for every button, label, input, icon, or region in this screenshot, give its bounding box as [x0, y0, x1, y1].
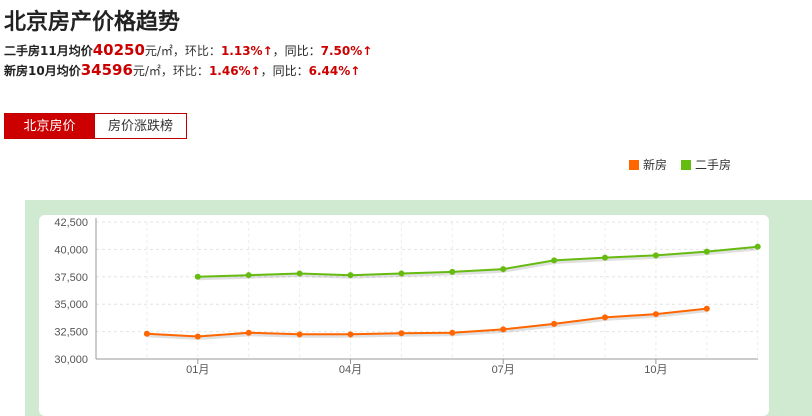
legend-swatch-second	[681, 159, 692, 170]
data-point-new	[449, 329, 456, 336]
new-home-label: 新房10月均价	[4, 64, 81, 78]
data-point-second	[602, 254, 608, 261]
tab-price-ranking[interactable]: 房价涨跌榜	[95, 113, 187, 139]
y-tick-label: 42,500	[54, 217, 88, 229]
data-point-new	[500, 326, 507, 333]
data-point-new	[245, 329, 252, 336]
data-point-new	[703, 305, 710, 312]
legend-item-second[interactable]: 二手房	[681, 156, 731, 173]
data-point-second	[500, 266, 507, 273]
data-point-second	[194, 273, 201, 280]
data-point-second	[245, 272, 252, 279]
new-home-summary: 新房10月均价34596元/㎡，环比：1.46%↑，同比：6.44%↑	[4, 61, 360, 79]
data-point-second	[296, 270, 303, 277]
new-home-yoy: 6.44%↑	[308, 64, 361, 78]
second-hand-label: 二手房11月均价	[4, 44, 93, 58]
x-tick-label: 07月	[492, 364, 515, 376]
data-point-second	[551, 257, 558, 264]
second-hand-yoy-label: ，同比：	[272, 44, 321, 58]
data-point-new	[194, 333, 201, 340]
second-hand-summary: 二手房11月均价40250元/㎡，环比：1.13%↑，同比：7.50%↑	[4, 41, 372, 59]
new-home-unit: 元/㎡，环比：	[132, 64, 209, 78]
data-point-second	[398, 270, 405, 277]
y-tick-label: 37,500	[54, 272, 88, 284]
second-hand-yoy: 7.50%↑	[320, 44, 373, 58]
data-point-new	[652, 311, 659, 318]
new-home-yoy-label: ，同比：	[260, 64, 309, 78]
data-point-second	[703, 248, 710, 255]
second-hand-unit: 元/㎡，环比：	[144, 44, 221, 58]
data-point-second	[449, 268, 456, 275]
data-point-new	[551, 320, 558, 327]
x-tick-label: 01月	[186, 364, 209, 376]
second-hand-mom: 1.13%↑	[220, 44, 273, 58]
series-line-second	[197, 245, 758, 278]
legend-label-second: 二手房	[695, 158, 732, 172]
data-point-new	[602, 314, 608, 321]
tab-bar: 北京房价 房价涨跌榜	[4, 113, 187, 139]
chart-legend: 新房 二手房	[629, 156, 731, 173]
data-point-second	[754, 243, 761, 250]
y-tick-label: 35,000	[54, 299, 88, 311]
y-tick-label: 30,000	[54, 354, 88, 366]
data-point-new	[347, 331, 354, 338]
second-hand-price: 40250	[92, 41, 145, 59]
series-line-shadow	[147, 309, 708, 341]
y-tick-label: 32,500	[54, 327, 88, 339]
y-tick-label: 40,000	[54, 244, 88, 256]
series-line-new	[146, 307, 707, 338]
new-home-mom: 1.46%↑	[208, 64, 261, 78]
new-home-price: 34596	[80, 61, 133, 79]
data-point-new	[398, 330, 405, 337]
tab-beijing-price[interactable]: 北京房价	[4, 113, 95, 139]
legend-item-new[interactable]: 新房	[629, 156, 667, 173]
data-point-second	[347, 272, 354, 279]
x-tick-label: 10月	[644, 364, 667, 376]
data-point-new	[143, 330, 150, 337]
x-tick-label: 04月	[339, 364, 362, 376]
data-point-new	[296, 331, 303, 338]
data-point-second	[652, 252, 659, 259]
legend-swatch-new	[629, 159, 639, 170]
legend-label-new: 新房	[643, 158, 668, 172]
series-line-shadow	[198, 247, 759, 281]
page-title: 北京房产价格趋势	[4, 10, 181, 35]
